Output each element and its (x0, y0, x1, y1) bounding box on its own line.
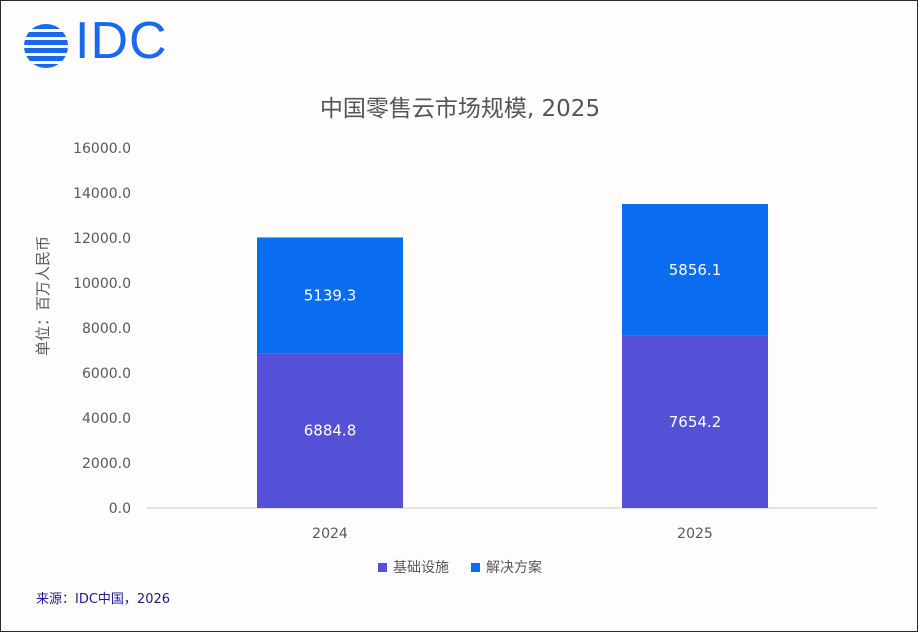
y-tick-label: 6000.0 (82, 366, 131, 382)
legend-label-solution: 解决方案 (486, 560, 542, 576)
y-tick-label: 10000.0 (73, 276, 131, 292)
chart-legend: 基础设施 解决方案 (1, 557, 918, 577)
legend-label-infra: 基础设施 (393, 560, 449, 576)
legend-item-solution: 解决方案 (471, 557, 542, 577)
chart-plot: 0.0 2000.0 4000.0 6000.0 8000.0 10000.0 12000.… (34, 141, 877, 542)
bar-segment (622, 204, 768, 336)
data-label: 7654.2 (669, 413, 722, 431)
x-tick-label: 2025 (677, 526, 713, 542)
data-label: 6884.8 (304, 422, 357, 440)
logo-text: IDC (75, 12, 168, 70)
chart-title: 中国零售云市场规模, 2025 (319, 96, 601, 122)
y-tick-label: 0.0 (109, 501, 131, 517)
legend-item-infra: 基础设施 (378, 557, 449, 577)
x-axis-ticks: 2024 2025 (312, 526, 713, 542)
data-label: 5856.1 (669, 261, 722, 279)
y-tick-label: 8000.0 (82, 321, 131, 337)
x-tick-label: 2024 (312, 526, 348, 542)
y-tick-label: 2000.0 (82, 456, 131, 472)
legend-swatch-solution (471, 562, 480, 572)
y-tick-label: 4000.0 (82, 411, 131, 427)
y-tick-label: 14000.0 (73, 186, 131, 202)
bar-segment (622, 335, 768, 508)
source-note: 来源：IDC中国，2026 (36, 592, 171, 607)
y-tick-label: 12000.0 (73, 231, 131, 247)
y-tick-label: 16000.0 (73, 141, 131, 157)
data-label: 5139.3 (304, 286, 357, 304)
legend-swatch-infra (378, 562, 387, 572)
idc-logo: IDC (23, 15, 173, 73)
y-axis-label: 单位：百万人民币 (34, 236, 52, 356)
bars: 6884.8 5139.3 7654.2 5856.1 (257, 204, 768, 508)
y-axis-ticks: 0.0 2000.0 4000.0 6000.0 8000.0 10000.0 12000.… (73, 141, 131, 517)
bar-segment (257, 353, 403, 508)
bar-segment (257, 237, 403, 354)
globe-icon (24, 24, 68, 68)
